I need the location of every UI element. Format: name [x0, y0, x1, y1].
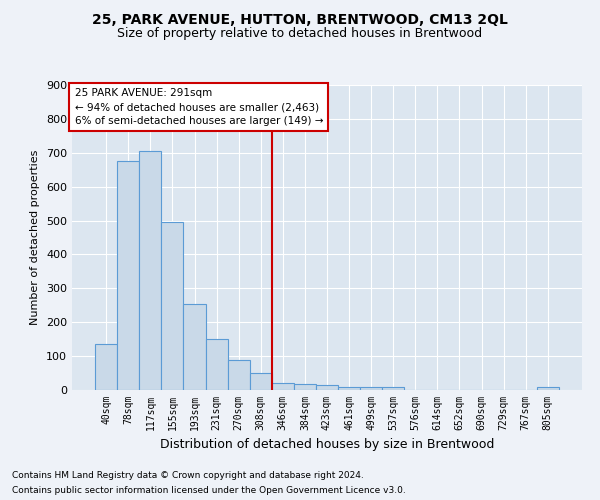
- Bar: [338, 386, 360, 390]
- Text: Contains public sector information licensed under the Open Government Licence v3: Contains public sector information licen…: [12, 486, 406, 495]
- Bar: [360, 386, 382, 390]
- X-axis label: Distribution of detached houses by size in Brentwood: Distribution of detached houses by size …: [160, 438, 494, 452]
- Bar: [184, 304, 206, 390]
- Bar: [227, 360, 250, 390]
- Text: 25, PARK AVENUE, HUTTON, BRENTWOOD, CM13 2QL: 25, PARK AVENUE, HUTTON, BRENTWOOD, CM13…: [92, 12, 508, 26]
- Bar: [95, 344, 117, 390]
- Bar: [537, 388, 559, 390]
- Text: 25 PARK AVENUE: 291sqm
← 94% of detached houses are smaller (2,463)
6% of semi-d: 25 PARK AVENUE: 291sqm ← 94% of detached…: [74, 88, 323, 126]
- Y-axis label: Number of detached properties: Number of detached properties: [31, 150, 40, 325]
- Text: Contains HM Land Registry data © Crown copyright and database right 2024.: Contains HM Land Registry data © Crown c…: [12, 471, 364, 480]
- Bar: [316, 385, 338, 390]
- Text: Size of property relative to detached houses in Brentwood: Size of property relative to detached ho…: [118, 28, 482, 40]
- Bar: [294, 384, 316, 390]
- Bar: [250, 373, 272, 390]
- Bar: [161, 222, 184, 390]
- Bar: [139, 151, 161, 390]
- Bar: [206, 339, 227, 390]
- Bar: [272, 382, 294, 390]
- Bar: [382, 388, 404, 390]
- Bar: [117, 161, 139, 390]
